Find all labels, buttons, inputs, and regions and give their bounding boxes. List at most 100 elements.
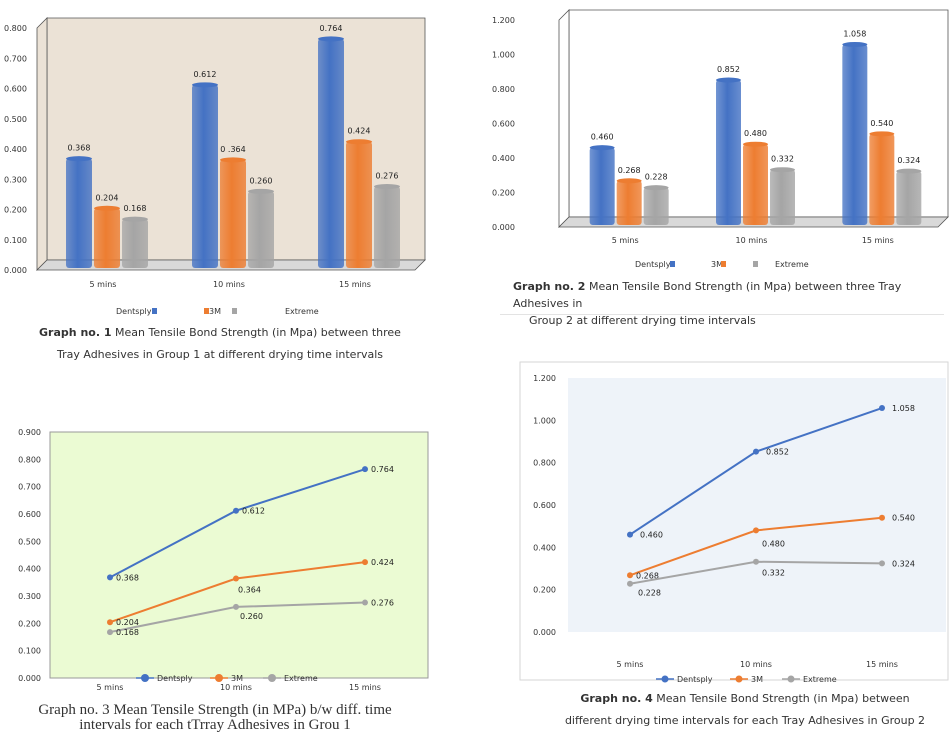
- bar-body-dentsply: [66, 158, 92, 268]
- bar-3m: [616, 178, 642, 225]
- y-tick-label: 0.100: [4, 236, 27, 245]
- data-label: 0.540: [870, 119, 893, 128]
- data-label: 0.368: [116, 573, 139, 582]
- data-label: 0.540: [892, 514, 915, 523]
- bar-body-extreme: [770, 169, 795, 225]
- data-point-extreme: [753, 558, 759, 565]
- x-tick-label: 15 mins: [349, 683, 381, 692]
- data-label: 1.058: [843, 29, 866, 38]
- y-tick-label: 0.000: [4, 266, 27, 275]
- data-label: 0.764: [320, 24, 343, 33]
- bar-top-extreme: [248, 188, 274, 194]
- bar-extreme: [122, 216, 148, 268]
- y-tick-label: 0.000: [18, 674, 41, 683]
- bar-body-dentsply: [318, 38, 344, 268]
- data-point-dentsply: [362, 466, 368, 473]
- bar-3m: [346, 139, 372, 268]
- legend-label-dentsply: Dentsply: [157, 674, 193, 683]
- graph-4-caption-line2: different drying time intervals for each…: [564, 714, 926, 727]
- graph-1: 0.000 0.100 0.200 0.300 0.400 0.500 0.600 0.700…: [0, 0, 470, 330]
- bar-top-dentsply: [192, 82, 218, 88]
- legend-label-dentsply: Dentsply: [635, 260, 671, 269]
- y-tick-label: 0.200: [4, 206, 27, 215]
- graph-1-caption-bold: Graph no. 1: [39, 326, 112, 339]
- graph-3-caption-line1: Graph no. 3 Mean Tensile Strength (in MP…: [38, 702, 392, 718]
- data-label: 0.364: [238, 586, 261, 595]
- data-point-dentsply: [753, 448, 759, 455]
- legend-marker-dentsply: [661, 675, 669, 683]
- legend-marker-3m: [735, 675, 743, 683]
- bar-body-extreme: [374, 186, 400, 268]
- bar-body-3m: [94, 208, 120, 268]
- bar-top-dentsply: [66, 156, 92, 162]
- legend-swatch-dentsply: [152, 308, 157, 314]
- graph-2-chart: 0.000 0.200 0.400 0.600 0.800 1.000 1.200 0.460…: [492, 9, 949, 269]
- y-tick-label: 0.900: [18, 428, 41, 437]
- legend-label-dentsply: Dentsply: [677, 675, 713, 684]
- bar-body-3m: [220, 159, 246, 268]
- bar-body-extreme: [122, 219, 148, 268]
- y-tick-label: 0.400: [492, 154, 515, 163]
- x-tick-label: 5 mins: [612, 236, 639, 245]
- bar-top-3m: [346, 139, 372, 145]
- bar-top-dentsply: [318, 36, 344, 42]
- y-tick-label: 0.500: [18, 537, 41, 546]
- data-label: 0.260: [240, 612, 263, 621]
- data-point-dentsply: [627, 531, 633, 538]
- bar-body-dentsply: [842, 44, 868, 226]
- bar-top-dentsply: [589, 145, 615, 151]
- legend-label-extreme: Extreme: [803, 675, 837, 684]
- data-label: 0.332: [762, 569, 785, 578]
- data-point-extreme: [879, 560, 885, 567]
- bar-body-3m: [869, 133, 895, 225]
- graph-4-caption-line1: Mean Tensile Bond Strength (in Mpa) betw…: [652, 692, 910, 705]
- legend-marker-3m: [215, 674, 223, 682]
- data-point-dentsply: [879, 405, 885, 412]
- graph-3-caption-line2: intervals for each tTrray Adhesives in G…: [79, 717, 351, 733]
- graph-1-caption-line2: Tray Adhesives in Group 1 at different d…: [56, 348, 384, 361]
- data-point-dentsply: [233, 507, 239, 514]
- data-point-3m: [233, 575, 239, 582]
- data-point-extreme: [627, 580, 633, 587]
- legend-swatch-dentsply: [670, 261, 675, 267]
- data-label: 0.168: [124, 204, 147, 213]
- data-label: 0.268: [618, 166, 641, 175]
- data-label: 0.424: [348, 127, 371, 136]
- bar-dentsply: [716, 77, 741, 225]
- y-tick-label: 0.800: [4, 24, 27, 33]
- bar-extreme: [248, 188, 274, 268]
- bar-top-extreme: [770, 167, 795, 173]
- y-tick-label: 0.600: [533, 501, 556, 510]
- legend-swatch-3m: [204, 308, 209, 314]
- graph-1-caption: Graph no. 1 Mean Tensile Bond Strength (…: [20, 324, 420, 364]
- y-tick-label: 0.200: [533, 586, 556, 595]
- graph-3-caption: Graph no. 3 Mean Tensile Strength (in MP…: [5, 703, 425, 733]
- graph-3-chart: 0.000 0.100 0.200 0.300 0.400 0.500 0.600 0.700…: [18, 428, 429, 692]
- data-label: 0.268: [636, 571, 659, 580]
- y-tick-label: 0.000: [533, 628, 556, 637]
- y-tick-label: 0.800: [18, 455, 41, 464]
- data-label: 0.332: [771, 155, 794, 164]
- x-tick-label: 15 mins: [862, 236, 894, 245]
- bar-top-dentsply: [716, 77, 741, 83]
- data-point-3m: [879, 514, 885, 521]
- chart-side-wall: [558, 9, 570, 228]
- y-tick-label: 0.600: [18, 510, 41, 519]
- data-point-3m: [362, 559, 368, 566]
- x-tick-label: 10 mins: [213, 280, 245, 289]
- x-tick-label: 5 mins: [90, 280, 117, 289]
- bar-dentsply: [192, 82, 218, 269]
- y-tick-label: 0.500: [4, 115, 27, 124]
- bar-body-dentsply: [192, 84, 218, 269]
- data-point-3m: [753, 527, 759, 534]
- x-tick-label: 5 mins: [97, 683, 124, 692]
- bar-top-extreme: [374, 184, 400, 190]
- legend-label-3m: 3M: [231, 674, 243, 683]
- y-tick-label: 0.700: [4, 54, 27, 63]
- data-label: 0.276: [376, 172, 399, 181]
- bar-3m: [869, 131, 895, 225]
- y-tick-label: 0.600: [4, 85, 27, 94]
- data-label: 0.612: [242, 507, 265, 516]
- bar-extreme: [643, 185, 669, 225]
- bar-top-3m: [220, 157, 246, 163]
